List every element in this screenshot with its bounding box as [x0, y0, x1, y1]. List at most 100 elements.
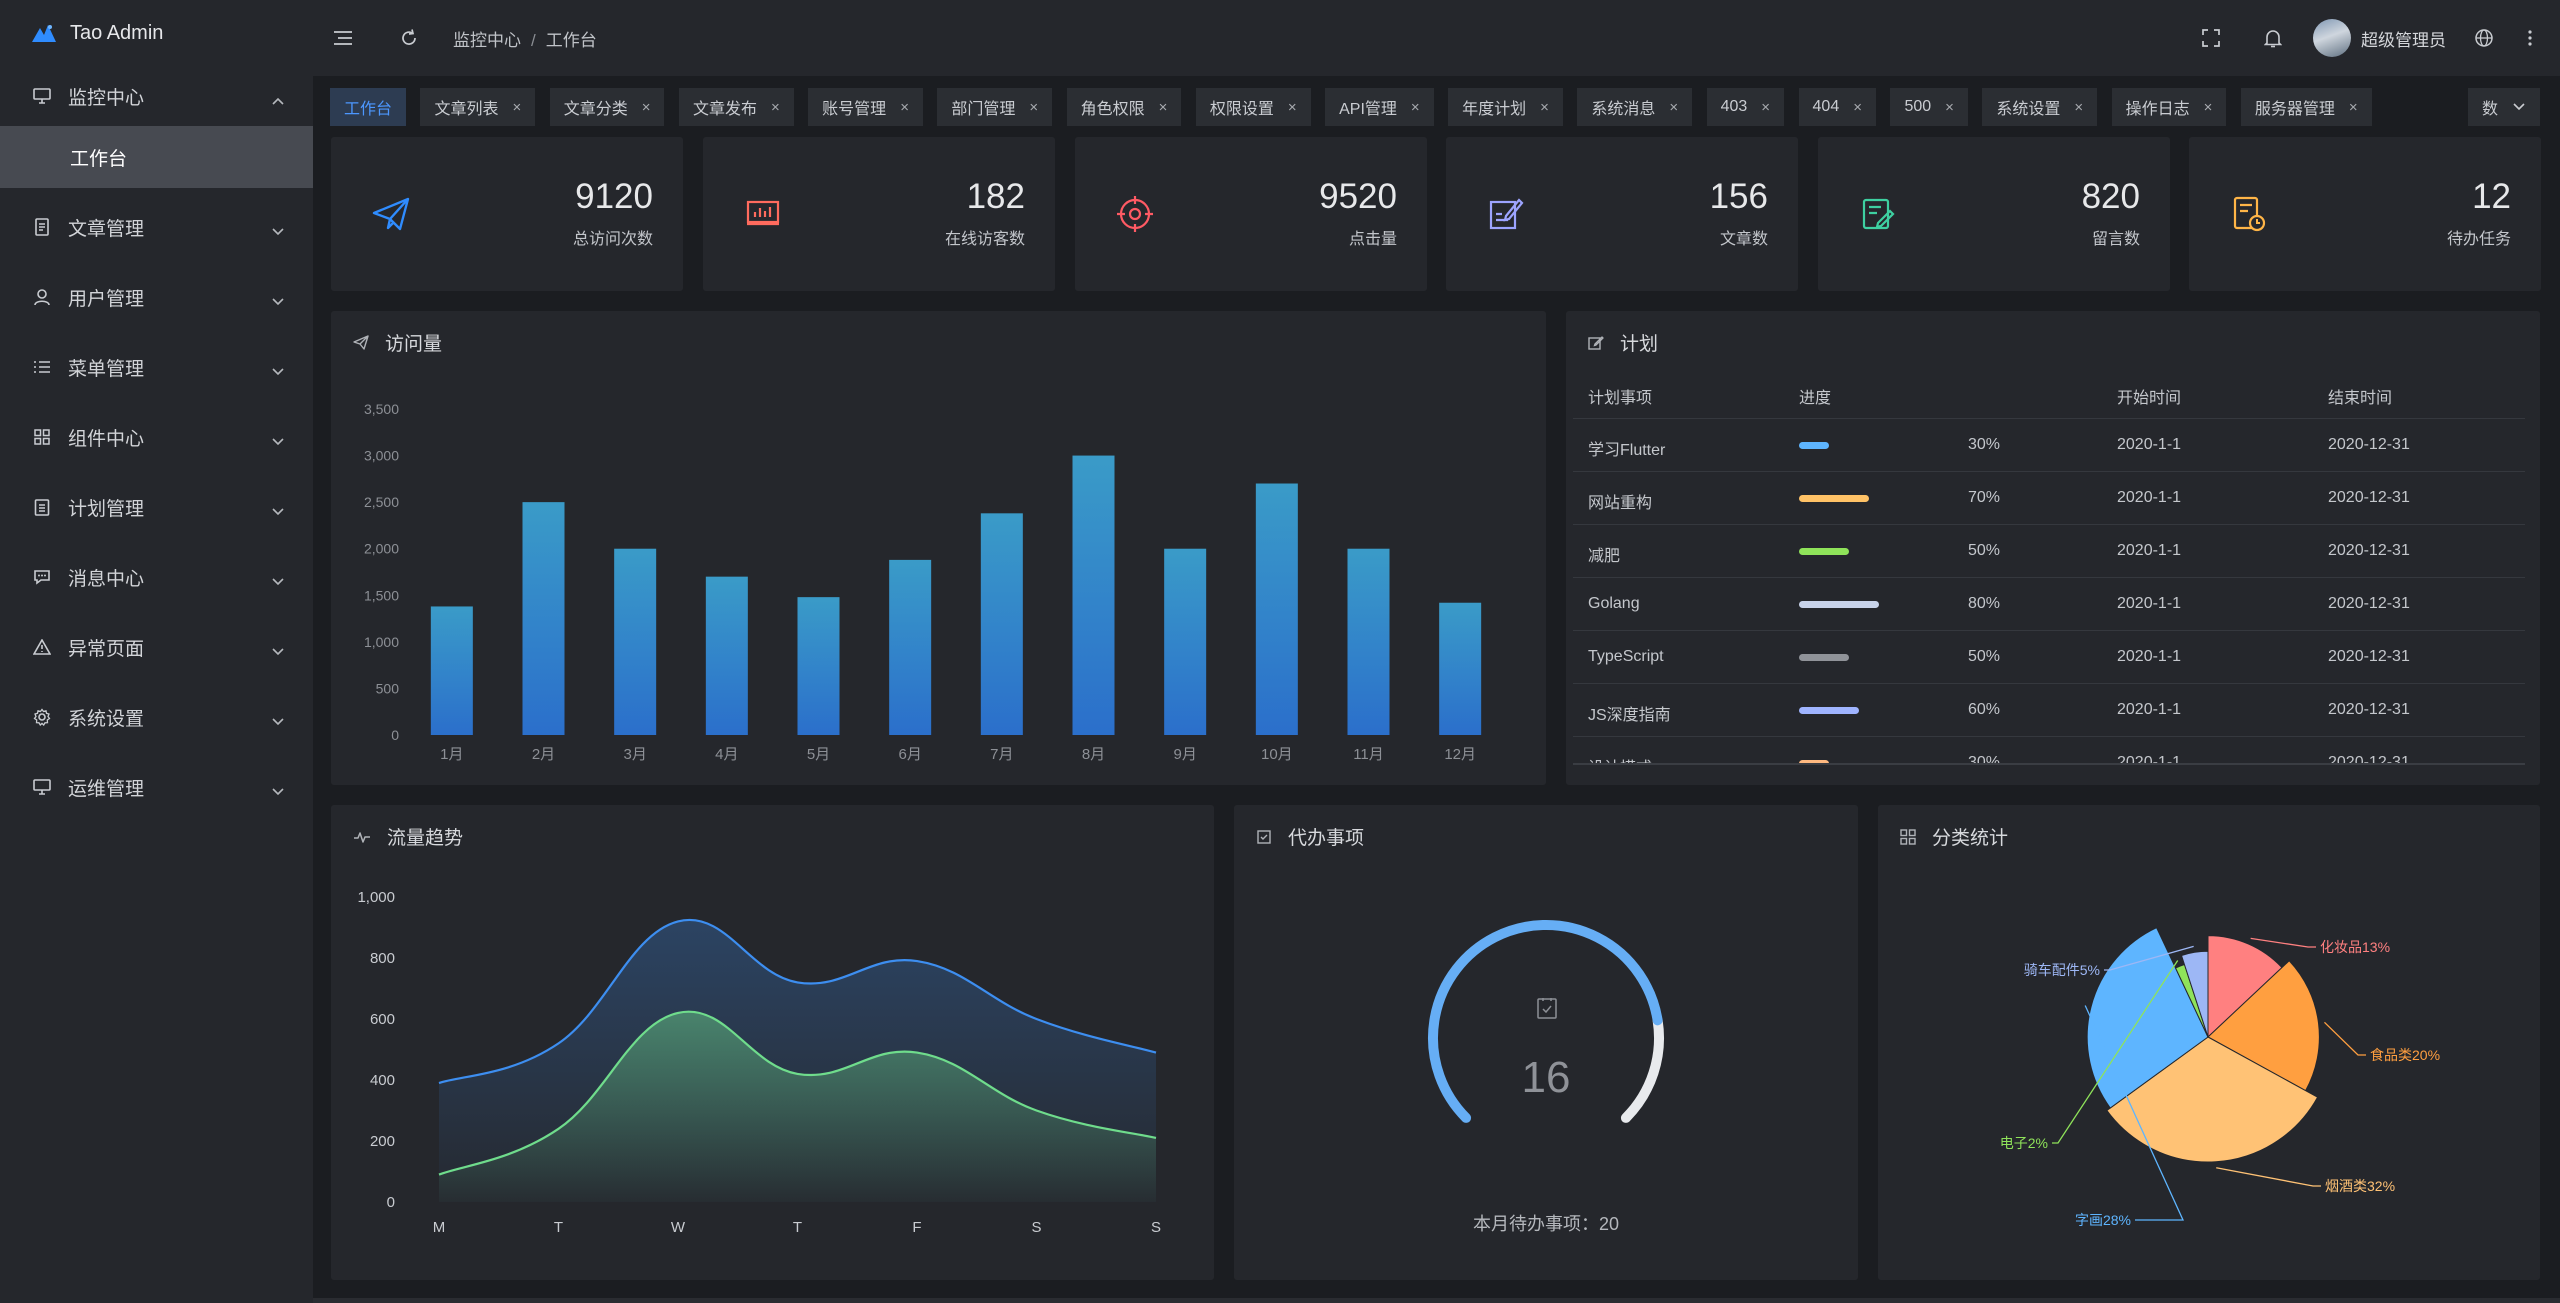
gauge-track [1620, 1015, 1664, 1123]
series-line[interactable] [438, 1010, 1157, 1176]
bottom-scroll-edge [313, 1298, 2560, 1303]
avatar[interactable] [2313, 19, 2351, 57]
sidebar-item-messages[interactable]: 消息中心 [0, 542, 313, 612]
stat-card-total-visits: 9120 总访问次数 [331, 137, 683, 291]
monitor-icon [32, 777, 52, 797]
panel-title: 流量趋势 [353, 823, 463, 850]
more-vertical-icon[interactable] [2518, 26, 2542, 50]
close-icon[interactable]: × [1029, 98, 1039, 116]
bar[interactable] [430, 606, 473, 735]
bar[interactable] [1439, 602, 1482, 735]
tab-403[interactable]: 403 × [1706, 88, 1785, 126]
bar[interactable] [1164, 548, 1207, 735]
end-date: 2020-12-31 [2328, 436, 2410, 453]
sidebar-subitem-workbench[interactable]: 工作台 [0, 126, 313, 188]
close-icon[interactable]: × [1287, 98, 1297, 116]
sidebar-item-users[interactable]: 用户管理 [0, 262, 313, 332]
table-row[interactable]: 设计模式 30% 2020-1-1 2020-12-31 [1573, 736, 2525, 765]
tab-accounts[interactable]: 账号管理 × [808, 88, 923, 126]
tab-operation-log[interactable]: 操作日志 × [2111, 88, 2227, 126]
pie-slice[interactable] [2086, 927, 2209, 1109]
table-row[interactable]: Golang 80% 2020-1-1 2020-12-31 [1573, 577, 2525, 630]
tab-workbench[interactable]: 工作台 [330, 88, 407, 126]
tab-500[interactable]: 500 × [1890, 88, 1968, 126]
table-row[interactable]: 网站重构 70% 2020-1-1 2020-12-31 [1573, 471, 2525, 524]
close-icon[interactable]: × [2203, 98, 2213, 116]
close-icon[interactable]: × [770, 98, 780, 116]
bar[interactable] [1347, 548, 1390, 735]
table-row[interactable]: 减肥 50% 2020-1-1 2020-12-31 [1573, 524, 2525, 577]
sidebar-item-articles[interactable]: 文章管理 [0, 192, 313, 262]
bar[interactable] [522, 502, 565, 735]
tab-article-category[interactable]: 文章分类 × [549, 88, 665, 126]
tab-system-settings[interactable]: 系统设置 × [1982, 88, 2098, 126]
close-icon[interactable]: × [1761, 98, 1771, 116]
tab-overflow-dropdown[interactable]: 数 [2468, 88, 2540, 126]
series-line[interactable] [438, 918, 1157, 1085]
tab-article-list[interactable]: 文章列表 × [420, 88, 536, 126]
refresh-icon[interactable] [397, 26, 421, 50]
fullscreen-icon[interactable] [2199, 26, 2223, 50]
x-tick-label: 2月 [532, 746, 555, 763]
table-row[interactable]: JS深度指南 60% 2020-1-1 2020-12-31 [1573, 683, 2525, 736]
bar[interactable] [889, 559, 932, 735]
close-icon[interactable]: × [512, 98, 522, 116]
bar[interactable] [797, 597, 840, 735]
gauge-fill [1428, 920, 1663, 1123]
panel-title-text: 访问量 [385, 334, 443, 355]
close-icon[interactable]: × [1669, 98, 1679, 116]
user-name[interactable]: 超级管理员 [2361, 30, 2446, 50]
progress-percent: 60% [1968, 701, 2001, 718]
sidebar-item-settings[interactable]: 系统设置 [0, 682, 313, 752]
brand[interactable]: Tao Admin [0, 0, 313, 66]
column-header: 开始时间 [2117, 390, 2182, 407]
close-icon[interactable]: × [1540, 98, 1549, 116]
pie-slice[interactable] [2207, 935, 2283, 1039]
bar[interactable] [614, 548, 657, 735]
tab-permissions[interactable]: 权限设置 × [1195, 88, 1311, 126]
bar[interactable] [1072, 455, 1115, 735]
menu-fold-icon[interactable] [331, 26, 355, 50]
x-tick-label: F [912, 1219, 921, 1236]
close-icon[interactable]: × [2348, 98, 2358, 116]
sidebar-item-plans[interactable]: 计划管理 [0, 472, 313, 542]
chevron-down-icon [271, 291, 285, 313]
column-header: 计划事项 [1588, 390, 1653, 407]
table-row[interactable]: 学习Flutter 30% 2020-1-1 2020-12-31 [1573, 418, 2525, 471]
sidebar-item-monitor[interactable]: 监控中心 [0, 66, 313, 126]
close-icon[interactable]: × [1853, 98, 1862, 116]
sidebar-item-ops[interactable]: 运维管理 [0, 752, 313, 822]
sidebar-item-components[interactable]: 组件中心 [0, 402, 313, 472]
tab-404[interactable]: 404 × [1798, 88, 1876, 126]
close-icon[interactable]: × [1410, 98, 1420, 116]
bar[interactable] [980, 513, 1023, 735]
sidebar-item-menus[interactable]: 菜单管理 [0, 332, 313, 402]
close-icon[interactable]: × [900, 98, 909, 116]
tab-annual-plan[interactable]: 年度计划 × [1448, 88, 1563, 126]
tab-api[interactable]: API管理 × [1325, 88, 1434, 126]
tab-server[interactable]: 服务器管理 × [2240, 88, 2372, 126]
progress-percent: 70% [1968, 489, 2001, 506]
bar[interactable] [1255, 483, 1298, 735]
pie-slice[interactable] [2207, 960, 2320, 1092]
tab-article-publish[interactable]: 文章发布 × [678, 88, 794, 126]
table-row[interactable]: TypeScript 50% 2020-1-1 2020-12-31 [1573, 630, 2525, 683]
sidebar-item-exceptions[interactable]: 异常页面 [0, 612, 313, 682]
sidebar-item-label: 消息中心 [68, 568, 145, 590]
close-icon[interactable]: × [2074, 98, 2084, 116]
close-icon[interactable]: × [1945, 98, 1954, 116]
y-tick-label: 3,000 [364, 448, 399, 464]
bar[interactable] [705, 576, 748, 735]
close-icon[interactable]: × [641, 98, 651, 116]
bell-icon[interactable] [2261, 26, 2285, 50]
plan-name: Golang [1588, 595, 1640, 612]
globe-icon[interactable] [2472, 26, 2496, 50]
tab-departments[interactable]: 部门管理 × [937, 88, 1053, 126]
tab-roles[interactable]: 角色权限 × [1066, 88, 1182, 126]
pie-slice[interactable] [2180, 950, 2209, 1038]
breadcrumb-item[interactable]: 监控中心 [453, 30, 521, 50]
pie-slice[interactable] [2106, 1036, 2319, 1163]
tab-system-messages[interactable]: 系统消息 × [1577, 88, 1693, 126]
progress-percent: 30% [1968, 754, 2001, 765]
close-icon[interactable]: × [1158, 98, 1168, 116]
